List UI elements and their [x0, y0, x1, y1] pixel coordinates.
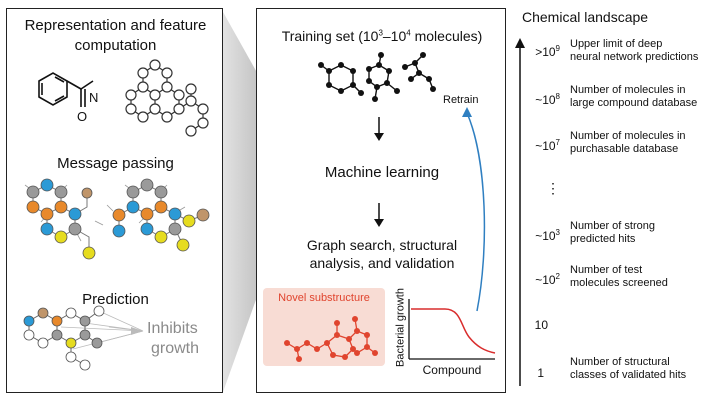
landscape-value-4: ~103 [516, 228, 560, 243]
training-dash: –10 [382, 28, 407, 44]
machine-learning-label: Machine learning [324, 164, 440, 181]
atom-label-n: N [89, 90, 99, 105]
landscape-value-2-exp: 7 [555, 138, 560, 147]
landscape-value-6: 10 [534, 318, 548, 332]
landscape-value-5-prefix: ~10 [535, 273, 556, 287]
training-molecules [318, 52, 486, 312]
message-passing-graph [24, 178, 210, 260]
training-title-prefix: Training set (10 [281, 28, 379, 44]
novel-substructure-label: Novel substructure [278, 292, 370, 304]
landscape-desc-4: Number of strong predicted hits [570, 220, 722, 246]
training-set-title: Training set (103–104 molecules) [257, 29, 507, 43]
center-panel: Training set (103–104 molecules) [256, 8, 506, 393]
graph-search-line1: Graph search, structural [306, 237, 458, 253]
chemical-structure-drawing [38, 72, 94, 107]
graph-search-line2: analysis, and validation [309, 255, 455, 271]
landscape-desc-1-line2: large compound database [570, 97, 698, 109]
landscape-value-5-exp: 2 [555, 272, 560, 281]
retrain-arrow [466, 112, 486, 312]
landscape-desc-4-line1: Number of strong [570, 220, 655, 232]
representation-title-line2: computation [74, 37, 157, 54]
growth-plot [408, 299, 496, 360]
landscape-value-0-exp: 9 [555, 44, 560, 53]
message-passing-title: Message passing [57, 155, 174, 172]
landscape-value-0-prefix: >10 [535, 45, 556, 59]
prediction-output-line2: growth [151, 340, 200, 357]
landscape-value-2: ~107 [516, 138, 560, 153]
landscape-value-1-prefix: ~10 [535, 93, 556, 107]
landscape-value-3: ⋮ [546, 180, 560, 196]
landscape-desc-1-line1: Number of molecules in [570, 84, 686, 96]
landscape-value-0: >109 [516, 44, 560, 59]
landscape-desc-0-line2: neural network predictions [570, 51, 699, 63]
molecular-graph [125, 59, 209, 137]
landscape-desc-2: Number of molecules in purchasable databa… [570, 130, 722, 156]
landscape-desc-7-line2: classes of validated hits [570, 369, 687, 381]
novel-substructure-molecule [284, 316, 378, 362]
training-exp1: 3 [378, 28, 383, 38]
landscape-value-1: ~108 [516, 92, 560, 107]
landscape-value-2-prefix: ~10 [535, 139, 556, 153]
training-exp2: 4 [406, 28, 411, 38]
down-arrow-1 [374, 133, 384, 141]
landscape-desc-2-line1: Number of molecules in [570, 130, 686, 142]
landscape-value-4-exp: 3 [555, 228, 560, 237]
training-title-suffix: molecules) [410, 28, 483, 44]
plot-x-label: Compound [422, 363, 482, 377]
representation-title-line1: Representation and feature [24, 17, 207, 34]
down-arrow-2 [374, 219, 384, 227]
landscape-title: Chemical landscape [522, 9, 649, 25]
growth-curve [411, 308, 496, 354]
landscape-desc-7: Number of structural classes of validated… [570, 356, 722, 382]
prediction-graph [23, 305, 144, 371]
retrain-label: Retrain [443, 94, 479, 106]
landscape-desc-2-line2: purchasable database [570, 143, 679, 155]
landscape-value-1-exp: 8 [555, 92, 560, 101]
landscape-desc-5: Number of test molecules screened [570, 264, 722, 290]
landscape-desc-0: Upper limit of deep neural network predic… [570, 38, 722, 64]
prediction-output-line1: Inhibits [147, 320, 198, 337]
landscape-value-7: 1 [537, 366, 544, 380]
novel-substructure-box [263, 288, 385, 366]
landscape-desc-5-line2: molecules screened [570, 277, 668, 289]
atom-label-o: O [77, 109, 88, 124]
landscape-desc-4-line2: predicted hits [570, 233, 636, 245]
landscape-value-5: ~102 [516, 272, 560, 287]
prediction-title: Prediction [82, 291, 149, 308]
landscape-value-4-prefix: ~10 [535, 229, 556, 243]
landscape-desc-7-line1: Number of structural [570, 356, 670, 368]
landscape-desc-0-line1: Upper limit of deep [570, 38, 663, 50]
left-panel: Representation and feature computation N… [6, 8, 223, 393]
landscape-desc-1: Number of molecules in large compound dat… [570, 84, 722, 110]
landscape-desc-5-line1: Number of test [570, 264, 643, 276]
